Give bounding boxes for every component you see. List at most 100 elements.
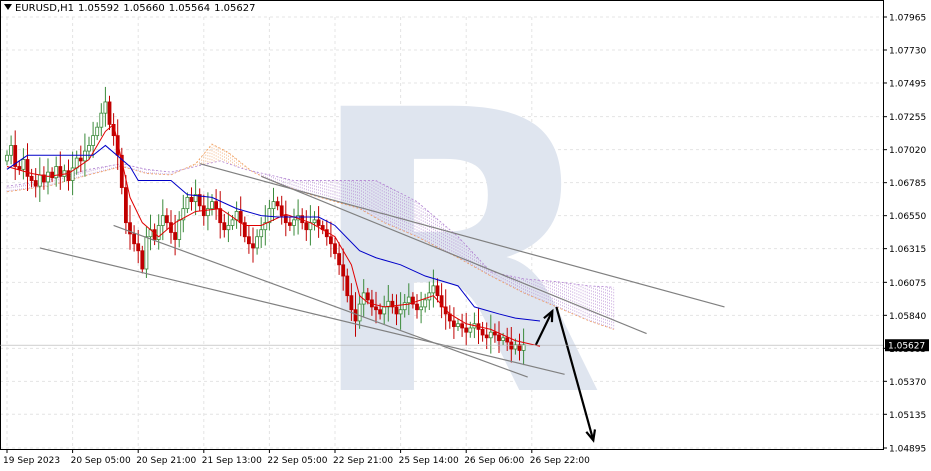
- candle-body: [357, 303, 362, 322]
- candle: [365, 287, 370, 305]
- candle-body: [78, 157, 83, 162]
- ohlc-open: 1.05592: [78, 3, 120, 14]
- time-tick-label: 26 Sep 06:00: [464, 456, 524, 466]
- candle-body: [46, 171, 50, 183]
- candle-body: [505, 337, 510, 343]
- candle-body: [431, 285, 436, 294]
- candle-body: [132, 233, 137, 245]
- candle-body: [267, 208, 272, 224]
- candle-body: [341, 264, 346, 277]
- symbol-timeframe[interactable]: EURUSD,H1: [15, 3, 75, 14]
- candle: [337, 242, 342, 275]
- candle: [402, 293, 407, 318]
- candle: [99, 103, 104, 137]
- trendlines[interactable]: [39, 163, 725, 378]
- candle: [304, 210, 309, 241]
- candle: [74, 150, 79, 175]
- symbol-menu-icon[interactable]: [4, 4, 12, 10]
- current-price-label: 1.05627: [888, 342, 925, 352]
- candle-body: [5, 154, 9, 162]
- plot-frame: [0, 0, 884, 450]
- candle-body: [185, 197, 190, 210]
- candle-body: [140, 250, 145, 270]
- candle-body: [193, 194, 198, 203]
- candle-body: [439, 295, 444, 308]
- candle: [185, 192, 190, 214]
- candle: [173, 214, 178, 256]
- candle-body: [222, 222, 227, 231]
- candle: [144, 226, 149, 278]
- forecast-arrow-shaft[interactable]: [555, 306, 595, 441]
- candle-body: [521, 344, 526, 351]
- candle-body: [394, 306, 399, 315]
- candle: [164, 208, 169, 230]
- candle-body: [283, 215, 288, 224]
- candle-body: [205, 208, 210, 217]
- candle-body: [29, 175, 34, 181]
- trendline[interactable]: [113, 224, 528, 378]
- candle: [345, 268, 350, 303]
- candle-body: [279, 205, 284, 217]
- candle-body: [406, 296, 411, 304]
- candle-body: [238, 211, 243, 224]
- forecast-arrow-head[interactable]: [585, 429, 597, 443]
- candle-body: [382, 306, 387, 315]
- candle-body: [189, 197, 194, 203]
- candlesticks: [5, 86, 526, 366]
- candle-body: [415, 303, 419, 311]
- candle: [423, 293, 428, 313]
- candle-body: [488, 331, 493, 339]
- candle: [492, 323, 497, 343]
- candle: [484, 322, 489, 350]
- time-tick-label: 19 Sep 2023: [3, 456, 60, 466]
- candle: [349, 283, 354, 321]
- candle-body: [177, 219, 182, 240]
- candle: [488, 314, 493, 354]
- candle-body: [9, 145, 14, 156]
- trendline[interactable]: [39, 247, 565, 375]
- candle: [29, 168, 34, 188]
- forecast-arrow-shaft[interactable]: [534, 310, 554, 346]
- candle: [464, 312, 469, 346]
- candle-body: [128, 222, 132, 235]
- ohlc-close: 1.05627: [214, 3, 256, 14]
- candle: [238, 196, 243, 237]
- candle-body: [378, 309, 383, 315]
- candle-body: [173, 232, 178, 240]
- candle: [333, 237, 337, 260]
- candle: [189, 187, 194, 211]
- candle: [341, 248, 346, 291]
- trendline[interactable]: [260, 175, 647, 335]
- price-axis[interactable]: 1.07965 1.07730 1.07495 1.07255 1.07020 1.067…: [0, 14, 929, 455]
- candle: [242, 216, 247, 243]
- chart-header: EURUSD,H1 1.05592 1.05660 1.05564 1.05627: [4, 3, 259, 14]
- candle-body: [402, 302, 407, 311]
- candle: [9, 135, 14, 165]
- candle: [267, 199, 272, 231]
- candle-body: [197, 194, 202, 207]
- forecast-arrows[interactable]: [534, 306, 597, 443]
- candle-body: [218, 208, 223, 224]
- candle-body: [292, 219, 296, 226]
- candle: [13, 130, 18, 181]
- candle: [328, 221, 333, 258]
- time-axis[interactable]: 19 Sep 2023 20 Sep 05:00 20 Sep 21:00 21 Se…: [3, 449, 590, 466]
- candle: [316, 206, 321, 238]
- price-tick-label: 1.06075: [889, 279, 926, 289]
- candle: [394, 294, 399, 326]
- candle-body: [107, 101, 112, 125]
- forecast-arrow-head[interactable]: [543, 308, 554, 323]
- candle: [156, 214, 161, 250]
- candle: [390, 293, 395, 314]
- candle: [103, 86, 108, 127]
- candle: [124, 175, 128, 234]
- candle: [431, 269, 436, 308]
- candle: [480, 321, 485, 342]
- candle: [226, 211, 231, 243]
- candle: [505, 327, 510, 351]
- candle: [78, 145, 83, 173]
- candle-body: [484, 334, 489, 339]
- candle-body: [304, 222, 309, 231]
- candle: [128, 205, 132, 250]
